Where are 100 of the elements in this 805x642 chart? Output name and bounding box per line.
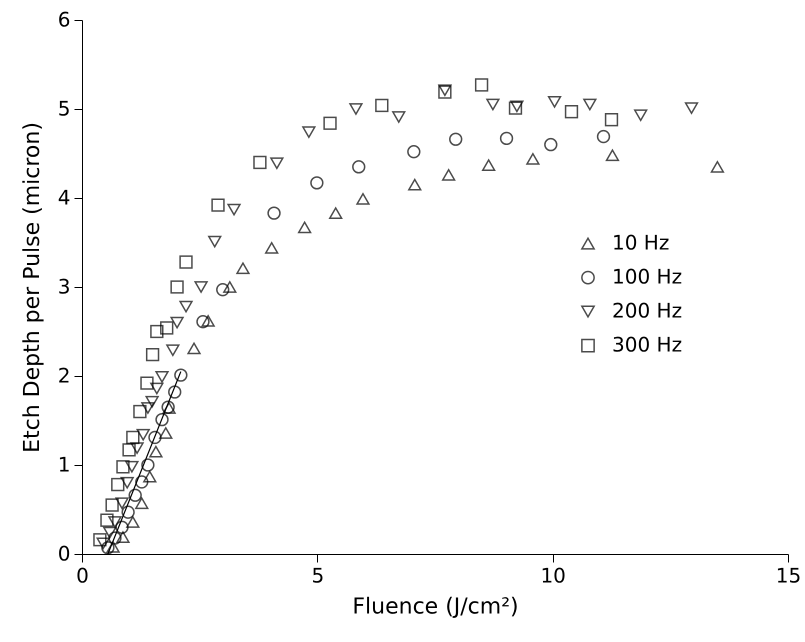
- point: [149, 446, 163, 458]
- point: [526, 152, 540, 165]
- point: [111, 478, 124, 492]
- point: [148, 430, 162, 444]
- point: [135, 497, 148, 510]
- point: [166, 344, 180, 356]
- point: [482, 159, 496, 171]
- point: [115, 520, 129, 534]
- point: [108, 516, 122, 528]
- point: [564, 105, 578, 118]
- point: [710, 160, 724, 173]
- x-tick-label: 10: [540, 564, 566, 588]
- point: [604, 113, 618, 126]
- x-tick-label: 0: [76, 564, 89, 588]
- y-tick-label: 2: [58, 364, 70, 388]
- point: [143, 470, 156, 482]
- point: [216, 283, 230, 296]
- legend-label: 100 Hz: [612, 264, 682, 289]
- point: [211, 198, 225, 212]
- point: [135, 475, 148, 489]
- point: [141, 458, 155, 472]
- point: [236, 262, 250, 274]
- point: [298, 221, 312, 234]
- point: [310, 176, 324, 190]
- y-tick-label: 0: [58, 542, 70, 566]
- point: [116, 460, 130, 474]
- point: [474, 78, 488, 92]
- point: [106, 541, 120, 553]
- point: [208, 236, 222, 248]
- point: [174, 368, 188, 382]
- point: [133, 404, 147, 418]
- point: [438, 85, 452, 99]
- point: [302, 126, 316, 138]
- point: [179, 300, 193, 312]
- point: [170, 316, 184, 328]
- point: [145, 396, 159, 408]
- legend-label: 300 Hz: [612, 332, 682, 357]
- point: [265, 242, 278, 254]
- point: [349, 103, 363, 115]
- legend-label: 200 Hz: [612, 298, 682, 323]
- point: [140, 376, 154, 390]
- point: [500, 132, 514, 146]
- point: [634, 109, 648, 122]
- point: [155, 412, 169, 426]
- point: [101, 541, 115, 554]
- point: [141, 402, 155, 414]
- point: [508, 101, 522, 115]
- point: [194, 281, 208, 293]
- point: [510, 100, 524, 112]
- point: [548, 96, 562, 108]
- point: [392, 111, 406, 123]
- point: [356, 193, 370, 205]
- point: [179, 255, 193, 269]
- point: [352, 160, 366, 174]
- point: [223, 281, 236, 293]
- point: [136, 428, 150, 441]
- point: [270, 157, 284, 170]
- point: [187, 342, 201, 354]
- point: [323, 116, 337, 130]
- point: [130, 442, 144, 454]
- point: [196, 315, 210, 328]
- point: [126, 516, 140, 528]
- point: [96, 537, 110, 550]
- y-tick-label: 5: [58, 96, 70, 120]
- y-tick-label: 4: [58, 186, 70, 210]
- x-tick-label: 5: [311, 564, 324, 588]
- point: [596, 130, 610, 144]
- y-tick-label: 1: [58, 452, 70, 476]
- point: [170, 280, 184, 294]
- point: [227, 204, 241, 216]
- point: [93, 533, 107, 546]
- point: [375, 98, 388, 112]
- point: [544, 138, 558, 152]
- point: [105, 498, 119, 512]
- point: [150, 382, 164, 394]
- point: [150, 324, 164, 338]
- x-axis-title: Fluence (J/cm²): [352, 594, 519, 620]
- point: [100, 514, 114, 527]
- point: [159, 427, 172, 439]
- point: [583, 98, 597, 110]
- point: [128, 488, 142, 502]
- point: [126, 430, 140, 444]
- point: [606, 149, 620, 162]
- point: [168, 385, 182, 399]
- y-axis-title: Etch Depth per Pulse (micron): [20, 122, 45, 453]
- point: [486, 98, 500, 110]
- point: [684, 102, 698, 114]
- point: [267, 206, 281, 220]
- point: [121, 506, 135, 519]
- point: [201, 314, 215, 327]
- point: [408, 178, 422, 191]
- y-tick-label: 3: [58, 274, 70, 298]
- point: [438, 84, 452, 96]
- x-tick-label: 15: [776, 564, 802, 588]
- legend-label: 10 Hz: [612, 230, 670, 255]
- point: [146, 348, 160, 362]
- point: [449, 132, 462, 146]
- point: [407, 145, 420, 158]
- point: [120, 476, 134, 489]
- point: [329, 207, 342, 220]
